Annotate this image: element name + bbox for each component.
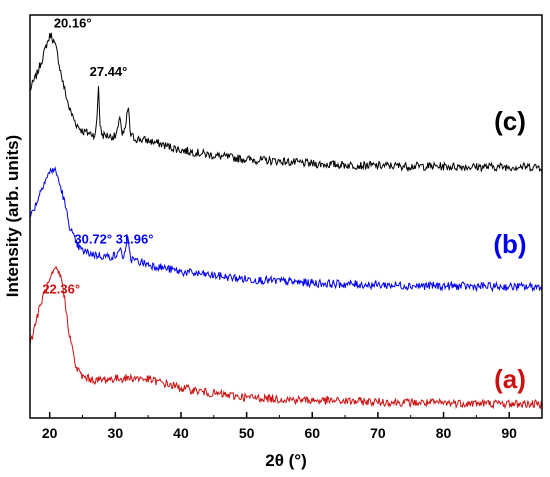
x-tick-label: 60 xyxy=(304,425,320,441)
peak-annotation: 27.44° xyxy=(90,64,128,79)
series-line-a xyxy=(29,265,543,410)
annotation-layer: 20.16° 27.44° 30.72° 31.96° 22.36° xyxy=(42,16,153,297)
y-axis-title: Intensity (arb. units) xyxy=(3,135,22,297)
peak-annotation: 20.16° xyxy=(54,16,92,31)
x-tick-label: 20 xyxy=(42,425,58,441)
series-label-b: (b) xyxy=(493,229,526,259)
x-tick-label: 50 xyxy=(239,425,255,441)
series-label-c: (c) xyxy=(494,106,526,136)
peak-annotation: 22.36° xyxy=(42,282,80,297)
series-line-c xyxy=(29,32,543,173)
plot-area: (c) (b) (a) 20.16° 27.44° 30.72° 31.96° 22.36… xyxy=(29,14,543,441)
x-axis-ticks: 20 30 40 50 60 70 80 90 xyxy=(42,412,543,441)
x-axis-title: 2θ (°) xyxy=(265,451,307,470)
series-line-b xyxy=(29,166,543,293)
plot-frame xyxy=(29,14,543,419)
x-tick-label: 30 xyxy=(108,425,124,441)
series-label-a: (a) xyxy=(494,364,526,394)
series-layer: (c) (b) (a) xyxy=(29,32,543,410)
x-tick-label: 90 xyxy=(501,425,517,441)
x-tick-label: 80 xyxy=(436,425,452,441)
x-tick-label: 70 xyxy=(370,425,386,441)
x-tick-label: 40 xyxy=(173,425,189,441)
peak-annotation: 30.72° 31.96° xyxy=(74,232,153,247)
